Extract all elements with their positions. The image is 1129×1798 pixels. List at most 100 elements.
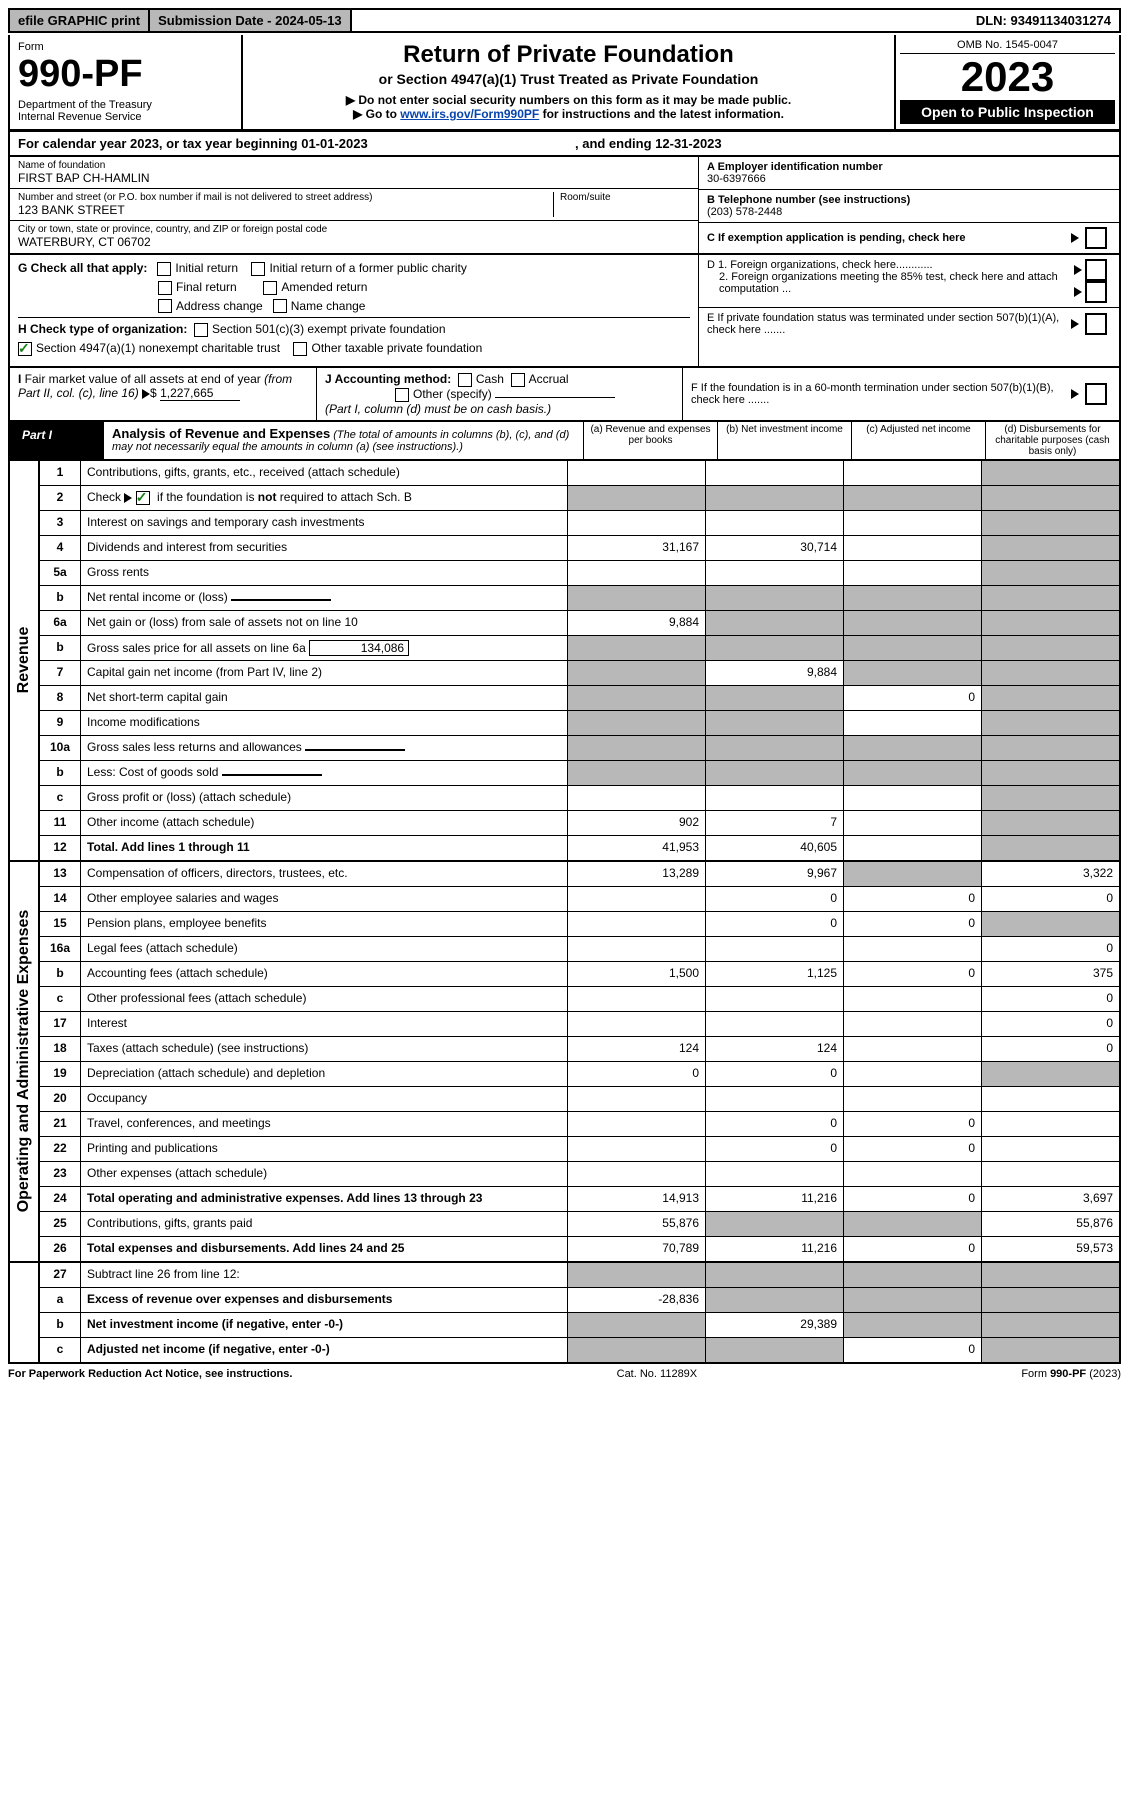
cell-d4: 3,697 bbox=[981, 1187, 1119, 1211]
cell-d4 bbox=[981, 486, 1119, 510]
line-l12: 12Total. Add lines 1 through 1141,95340,… bbox=[40, 836, 1119, 860]
cell-a: 9,884 bbox=[567, 611, 705, 635]
line-desc: Contributions, gifts, grants, etc., rece… bbox=[81, 461, 567, 485]
f-checkbox[interactable] bbox=[1085, 383, 1107, 405]
g-addr-change-checkbox[interactable] bbox=[158, 299, 172, 313]
line-num: b bbox=[40, 586, 81, 610]
exemption-pending-checkbox[interactable] bbox=[1085, 227, 1107, 249]
cal-begin: For calendar year 2023, or tax year begi… bbox=[18, 136, 368, 151]
line-desc: Adjusted net income (if negative, enter … bbox=[81, 1338, 567, 1362]
cell-a bbox=[567, 1313, 705, 1337]
h-other-tax-checkbox[interactable] bbox=[293, 342, 307, 356]
line-l2: 2Check if the foundation is not required… bbox=[40, 486, 1119, 511]
cell-c bbox=[843, 862, 981, 886]
room-label: Room/suite bbox=[554, 192, 690, 217]
cell-a: 55,876 bbox=[567, 1212, 705, 1236]
h-4947-checkbox[interactable] bbox=[18, 342, 32, 356]
part1-desc: Analysis of Revenue and Expenses (The to… bbox=[104, 422, 583, 459]
irs-link[interactable]: www.irs.gov/Form990PF bbox=[400, 107, 539, 121]
dln-number: DLN: 93491134031274 bbox=[968, 10, 1119, 31]
cell-b: 29,389 bbox=[705, 1313, 843, 1337]
line-l4: 4Dividends and interest from securities3… bbox=[40, 536, 1119, 561]
j-accrual-checkbox[interactable] bbox=[511, 373, 525, 387]
g-name-change-checkbox[interactable] bbox=[273, 299, 287, 313]
cell-b bbox=[705, 937, 843, 961]
efile-print-button[interactable]: efile GRAPHIC print bbox=[10, 10, 150, 31]
line-num: 13 bbox=[40, 862, 81, 886]
cell-c bbox=[843, 661, 981, 685]
cell-a: 0 bbox=[567, 1062, 705, 1086]
cell-c bbox=[843, 811, 981, 835]
cell-a bbox=[567, 736, 705, 760]
cell-c bbox=[843, 1263, 981, 1287]
cell-b bbox=[705, 711, 843, 735]
cell-b bbox=[705, 1087, 843, 1111]
street-value: 123 BANK STREET bbox=[18, 203, 553, 217]
cell-d4: 0 bbox=[981, 1037, 1119, 1061]
line-desc: Travel, conferences, and meetings bbox=[81, 1112, 567, 1136]
e-checkbox[interactable] bbox=[1085, 313, 1107, 335]
revenue-rot-label: Revenue bbox=[15, 627, 33, 694]
part1-header: Part I Analysis of Revenue and Expenses … bbox=[8, 422, 1121, 461]
cell-d4 bbox=[981, 561, 1119, 585]
g-name-change-lbl: Name change bbox=[291, 299, 366, 313]
line-l6a: 6aNet gain or (loss) from sale of assets… bbox=[40, 611, 1119, 636]
line-l13: 13Compensation of officers, directors, t… bbox=[40, 862, 1119, 887]
cell-c: 0 bbox=[843, 1338, 981, 1362]
g-final-checkbox[interactable] bbox=[158, 281, 172, 295]
line-l9: 9Income modifications bbox=[40, 711, 1119, 736]
omb-number: OMB No. 1545-0047 bbox=[900, 39, 1115, 54]
line-desc: Subtract line 26 from line 12: bbox=[81, 1263, 567, 1287]
foundation-name: FIRST BAP CH-HAMLIN bbox=[18, 171, 690, 185]
g-amended-checkbox[interactable] bbox=[263, 281, 277, 295]
cell-c: 0 bbox=[843, 1237, 981, 1261]
g-initial-former-checkbox[interactable] bbox=[251, 262, 265, 276]
cell-c: 0 bbox=[843, 912, 981, 936]
cell-d4 bbox=[981, 511, 1119, 535]
triangle-icon bbox=[1071, 233, 1079, 243]
line-l26: 26Total expenses and disbursements. Add … bbox=[40, 1237, 1119, 1261]
line-desc: Occupancy bbox=[81, 1087, 567, 1111]
expenses-side-label: Operating and Administrative Expenses bbox=[10, 862, 40, 1261]
d1-checkbox[interactable] bbox=[1085, 259, 1107, 281]
header-left: Form 990-PF Department of the Treasury I… bbox=[10, 35, 243, 129]
cell-c bbox=[843, 761, 981, 785]
line-l1: 1Contributions, gifts, grants, etc., rec… bbox=[40, 461, 1119, 486]
h-501-checkbox[interactable] bbox=[194, 323, 208, 337]
line-desc: Pension plans, employee benefits bbox=[81, 912, 567, 936]
h-label: H Check type of organization: bbox=[18, 322, 187, 336]
line-desc: Other employee salaries and wages bbox=[81, 887, 567, 911]
phone-value: (203) 578-2448 bbox=[707, 206, 1111, 218]
address-right: A Employer identification number 30-6397… bbox=[699, 157, 1119, 253]
cell-b bbox=[705, 636, 843, 660]
cell-d4 bbox=[981, 661, 1119, 685]
cell-c bbox=[843, 736, 981, 760]
line-desc: Net short-term capital gain bbox=[81, 686, 567, 710]
d2-checkbox[interactable] bbox=[1085, 281, 1107, 303]
line-desc: Legal fees (attach schedule) bbox=[81, 937, 567, 961]
cell-d4 bbox=[981, 1112, 1119, 1136]
g-initial-checkbox[interactable] bbox=[157, 262, 171, 276]
j-cash-checkbox[interactable] bbox=[458, 373, 472, 387]
fmv-block: I Fair market value of all assets at end… bbox=[8, 368, 1121, 422]
form-number: 990-PF bbox=[18, 55, 233, 93]
cell-c: 0 bbox=[843, 1187, 981, 1211]
calendar-year-row: For calendar year 2023, or tax year begi… bbox=[8, 131, 1121, 157]
line-num: 14 bbox=[40, 887, 81, 911]
line-l25: 25Contributions, gifts, grants paid55,87… bbox=[40, 1212, 1119, 1237]
j-note: (Part I, column (d) must be on cash basi… bbox=[325, 402, 551, 416]
line-num: 26 bbox=[40, 1237, 81, 1261]
cell-d4 bbox=[981, 686, 1119, 710]
cell-c: 0 bbox=[843, 962, 981, 986]
h-other-tax-lbl: Other taxable private foundation bbox=[311, 341, 482, 355]
header-right: OMB No. 1545-0047 2023 Open to Public In… bbox=[894, 35, 1119, 129]
line-l17: 17Interest0 bbox=[40, 1012, 1119, 1037]
cell-b: 0 bbox=[705, 1112, 843, 1136]
line-num: 2 bbox=[40, 486, 81, 510]
cell-d4 bbox=[981, 1087, 1119, 1111]
line-l27b: bNet investment income (if negative, ent… bbox=[40, 1313, 1119, 1338]
j-other-checkbox[interactable] bbox=[395, 388, 409, 402]
revenue-rows: 1Contributions, gifts, grants, etc., rec… bbox=[40, 461, 1119, 860]
ein-value: 30-6397666 bbox=[707, 173, 1111, 185]
cell-b bbox=[705, 561, 843, 585]
